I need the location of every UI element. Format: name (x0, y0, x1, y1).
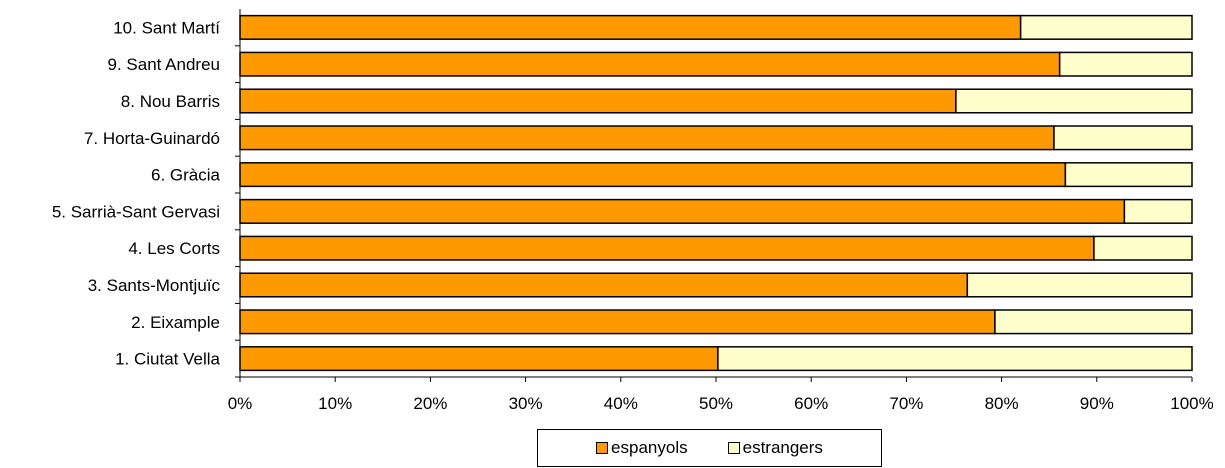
bar-espanyols-6-gr-cia (239, 162, 1067, 188)
legend: espanyols estrangers (537, 429, 882, 467)
bar-espanyols-4-les-corts (239, 235, 1095, 261)
category-label: 3. Sants-Montjuïc (88, 276, 221, 295)
x-tick-label: 20% (413, 394, 447, 413)
category-label: 4. Les Corts (128, 239, 220, 258)
category-label: 6. Gràcia (151, 166, 221, 185)
legend-item-espanyols: espanyols (596, 438, 688, 458)
x-tick-label: 40% (604, 394, 638, 413)
category-label: 1. Ciutat Vella (115, 350, 220, 369)
x-tick-label: 30% (509, 394, 543, 413)
bar-estrangers-7-horta-guinard (1053, 125, 1193, 151)
bar-estrangers-2-eixample (994, 309, 1193, 335)
bar-espanyols-3-sants-montju-c (239, 272, 969, 298)
category-labels: 1. Ciutat Vella 2. Eixample 3. Sants-Montj… (52, 18, 240, 378)
category-label: 5. Sarrià-Sant Gervasi (52, 202, 220, 221)
bar-espanyols-7-horta-guinard (239, 125, 1055, 151)
category-label: 8. Nou Barris (121, 92, 220, 111)
bar-estrangers-5-sarri-sant-gervasi (1123, 198, 1193, 224)
category-label: 2. Eixample (131, 313, 220, 332)
bar-estrangers-8-nou-barris (955, 88, 1193, 114)
legend-swatch-estrangers (727, 442, 740, 454)
stacked-bar-chart: 1. Ciutat Vella 2. Eixample 3. Sants-Montj… (52, 9, 1214, 413)
category-label: 7. Horta-Guinardó (84, 129, 220, 148)
legend-item-estrangers: estrangers (727, 438, 823, 458)
bars-layer (239, 14, 1193, 372)
x-tick-label: 90% (1080, 394, 1114, 413)
bar-estrangers-3-sants-montju-c (966, 272, 1193, 298)
bar-espanyols-5-sarri-sant-gervasi (239, 198, 1126, 224)
x-tick-labels: 0% 10% 20% 30% 40% 50% 60% 70% 80% 90% 100% (228, 377, 1214, 413)
bar-estrangers-9-sant-andreu (1058, 51, 1193, 77)
x-tick-label: 50% (699, 394, 733, 413)
x-tick-label: 70% (889, 394, 923, 413)
bar-espanyols-9-sant-andreu (239, 51, 1061, 77)
x-tick-label: 60% (794, 394, 828, 413)
x-tick-label: 80% (985, 394, 1019, 413)
legend-label-estrangers: estrangers (742, 438, 823, 457)
x-tick-label: 100% (1170, 394, 1213, 413)
category-label: 10. Sant Martí (113, 18, 220, 37)
bar-espanyols-10-sant-mart (239, 14, 1022, 40)
legend-swatch-espanyols (596, 442, 609, 454)
x-tick-label: 0% (228, 394, 253, 413)
bar-espanyols-2-eixample (239, 309, 996, 335)
bar-espanyols-8-nou-barris (239, 88, 957, 114)
bar-estrangers-4-les-corts (1093, 235, 1193, 261)
legend-label-espanyols: espanyols (611, 438, 688, 457)
bar-estrangers-10-sant-mart (1019, 14, 1193, 40)
bar-espanyols-1-ciutat-vella (239, 346, 719, 372)
bar-estrangers-6-gr-cia (1064, 162, 1193, 188)
category-label: 9. Sant Andreu (108, 55, 220, 74)
x-tick-label: 10% (318, 394, 352, 413)
bar-estrangers-1-ciutat-vella (717, 346, 1193, 372)
